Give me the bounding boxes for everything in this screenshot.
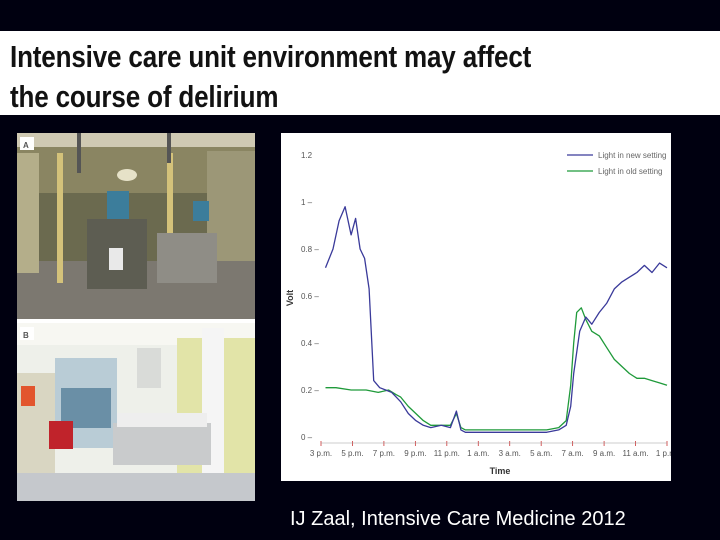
x-tick-label: 3 p.m. bbox=[310, 449, 332, 458]
photo-label-a: A bbox=[23, 141, 29, 150]
y-tick-label: 0.6 – bbox=[301, 292, 319, 301]
series-line-light-in-new-setting bbox=[324, 206, 668, 433]
y-tick-label: 0.2 – bbox=[301, 386, 319, 395]
y-tick-label: 0 – bbox=[301, 433, 313, 442]
title-band: Intensive care unit environment may affe… bbox=[0, 31, 720, 115]
x-tick-label: 1 a.m. bbox=[467, 449, 489, 458]
y-tick-label: 0.8 – bbox=[301, 245, 319, 254]
x-tick-label: 11 a.m. bbox=[622, 449, 648, 458]
y-tick-label: 1.2 bbox=[301, 151, 313, 160]
x-tick-label: 9 a.m. bbox=[593, 449, 615, 458]
y-tick-label: 0.4 – bbox=[301, 339, 319, 348]
x-tick-label: 1 p.m. bbox=[656, 449, 671, 458]
light-chart: 0 – 0.2 – 0.4 – 0.6 – 0.8 – 1 – 1.2 3 p.m. 5 p.… bbox=[285, 151, 678, 476]
y-axis-label: Volt bbox=[285, 290, 295, 306]
legend-label: Light in new setting bbox=[598, 151, 667, 160]
x-tick-label: 11 p.m. bbox=[434, 449, 460, 458]
x-tick-label: 7 a.m. bbox=[562, 449, 584, 458]
x-tick-label: 5 p.m. bbox=[341, 449, 363, 458]
series-line-light-in-old-setting bbox=[325, 307, 668, 431]
citation: IJ Zaal, Intensive Care Medicine 2012 bbox=[290, 508, 626, 530]
x-tick-label: 3 a.m. bbox=[499, 449, 521, 458]
icu-photos-panel: A B bbox=[17, 133, 255, 501]
slide-title: Intensive care unit environment may affe… bbox=[10, 39, 532, 114]
y-tick-label: 1 – bbox=[301, 198, 313, 207]
x-axis-label: Time bbox=[490, 466, 511, 476]
photo-a-old-icu: A bbox=[17, 133, 255, 323]
x-tick-label: 7 p.m. bbox=[373, 449, 395, 458]
x-tick-label: 5 a.m. bbox=[530, 449, 552, 458]
photo-b-new-room: B bbox=[17, 323, 255, 501]
photo-label-b: B bbox=[23, 331, 29, 340]
x-tick-label: 9 p.m. bbox=[404, 449, 426, 458]
legend-label: Light in old setting bbox=[598, 167, 663, 176]
light-chart-panel: 0 – 0.2 – 0.4 – 0.6 – 0.8 – 1 – 1.2 3 p.m. 5 p.… bbox=[281, 133, 678, 481]
